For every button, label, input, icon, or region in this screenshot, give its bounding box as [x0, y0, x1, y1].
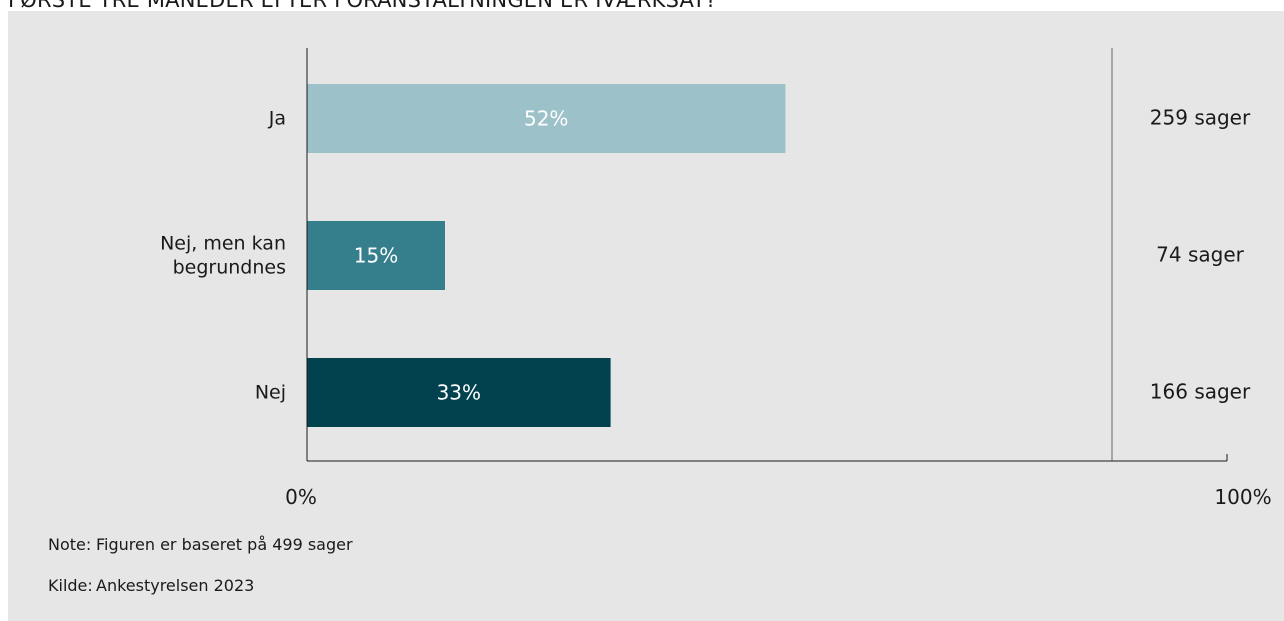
category-label: Nej, men kan begrundnes: [160, 233, 286, 279]
bar-value-label: 52%: [524, 107, 568, 131]
note: Note: Figuren er baseret på 499 sager: [48, 535, 353, 554]
page-title: FØRSTE TRE MÅNEDER EFTER FORANSTALTNINGE…: [8, 0, 717, 12]
note-label: Note:: [48, 535, 92, 554]
bar-value-label: 15%: [354, 244, 398, 268]
bar-1: [307, 84, 786, 153]
bars-layer: [307, 84, 786, 427]
note-text: Figuren er baseret på 499 sager: [96, 535, 353, 554]
x-tick-label: 0%: [285, 485, 317, 509]
case-count-label: 259 sager: [1150, 106, 1251, 130]
x-tick-label: 100%: [1214, 485, 1271, 509]
bar-3: [307, 358, 611, 427]
source: Kilde: Ankestyrelsen 2023: [48, 576, 254, 595]
source-text: Ankestyrelsen 2023: [96, 576, 255, 595]
category-label: Ja: [268, 108, 286, 130]
source-label: Kilde:: [48, 576, 93, 595]
case-count-label: 74 sager: [1156, 243, 1244, 267]
bar-2: [307, 221, 445, 290]
category-label: Nej: [255, 382, 286, 404]
case-count-label: 166 sager: [1150, 380, 1251, 404]
bar-value-label: 33%: [437, 381, 481, 405]
labels-layer: 52% Ja 259 sager 15% Nej, men kan begrundnes 7…: [160, 106, 1272, 510]
